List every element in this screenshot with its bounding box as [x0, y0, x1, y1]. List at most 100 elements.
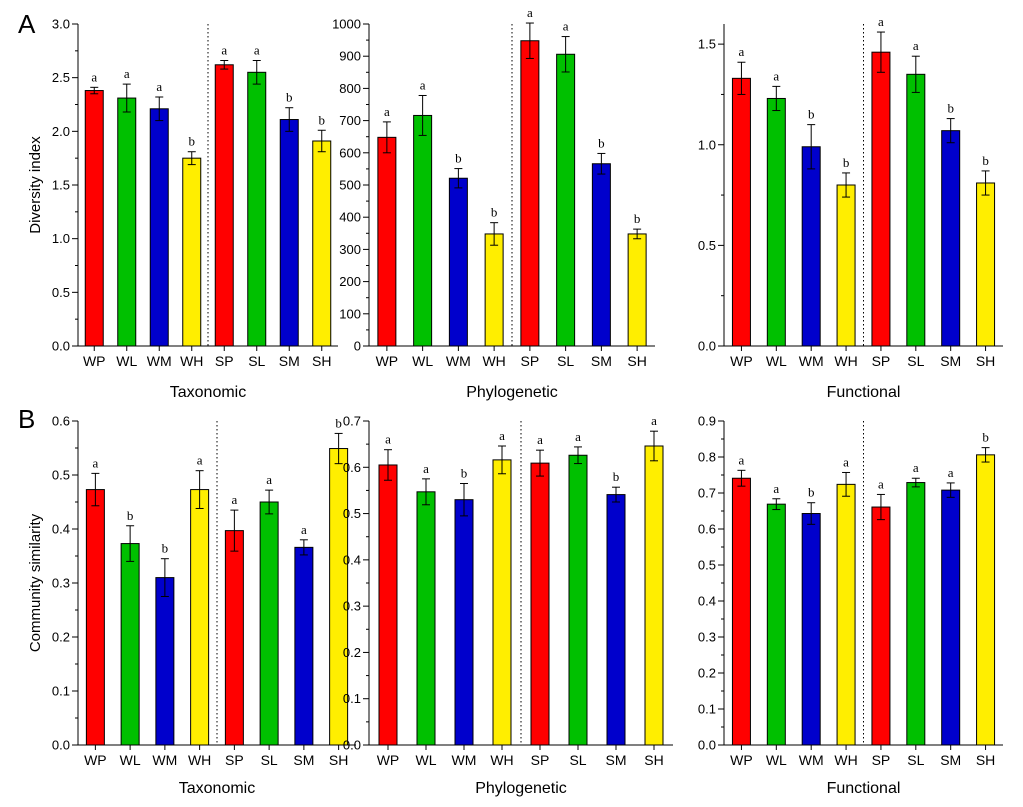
bar-wp — [731, 77, 751, 347]
significance-letter: b — [613, 469, 620, 484]
y-tick-label: 300 — [339, 242, 361, 257]
significance-letter: b — [598, 135, 605, 150]
y-tick-label: 0.4 — [698, 594, 716, 609]
category-label: SP — [215, 353, 234, 369]
y-tick-label: 0.0 — [698, 339, 716, 354]
y-tick-label: 0.0 — [52, 738, 70, 753]
y-tick-label: 0.2 — [343, 645, 361, 660]
bar-sm — [294, 546, 314, 746]
significance-letter: a — [156, 79, 162, 94]
significance-letter: a — [913, 460, 919, 475]
y-tick-label: 0.6 — [698, 522, 716, 537]
y-tick-label: 1.0 — [52, 231, 70, 246]
significance-letter: b — [947, 101, 954, 116]
significance-letter: a — [563, 19, 569, 34]
y-tick-label: 0.4 — [343, 552, 361, 567]
panel-label-b: B — [18, 404, 35, 434]
category-label: WH — [490, 752, 513, 768]
y-tick-label: 0.5 — [52, 285, 70, 300]
significance-letter: a — [527, 5, 533, 20]
significance-letter: a — [651, 413, 657, 428]
chart-title: Phylogenetic — [475, 780, 567, 797]
significance-letter: a — [739, 452, 745, 467]
bar-wm — [155, 577, 175, 746]
bar-sp — [871, 51, 891, 347]
category-label: WL — [120, 752, 141, 768]
significance-letter: a — [91, 69, 97, 84]
significance-letter: a — [124, 66, 130, 81]
category-label: SH — [644, 752, 663, 768]
category-label: SL — [557, 353, 574, 369]
y-tick-label: 0.0 — [52, 339, 70, 354]
panel-label-a: A — [18, 9, 36, 39]
y-tick-label: 0.0 — [698, 738, 716, 753]
significance-letter: a — [537, 432, 543, 447]
category-label: WM — [147, 353, 172, 369]
y-tick-label: 2.0 — [52, 124, 70, 139]
category-label: SH — [627, 353, 646, 369]
bar-sm — [941, 130, 961, 347]
bar-wm — [801, 513, 821, 746]
significance-letter: b — [455, 151, 462, 166]
bar-wl — [117, 97, 137, 347]
y-tick-label: 200 — [339, 274, 361, 289]
significance-letter: b — [335, 415, 342, 430]
category-label: SM — [293, 752, 314, 768]
category-label: WH — [834, 752, 857, 768]
bar-wh — [182, 157, 202, 347]
category-label: SM — [279, 353, 300, 369]
significance-letter: b — [982, 153, 989, 168]
significance-letter: a — [221, 42, 227, 57]
bar-wl — [766, 503, 786, 746]
category-label: WP — [376, 353, 399, 369]
y-tick-label: 3.0 — [52, 17, 70, 32]
category-label: WL — [412, 353, 433, 369]
significance-letter: a — [878, 476, 884, 491]
category-label: SM — [940, 353, 961, 369]
y-tick-label: 100 — [339, 306, 361, 321]
y-tick-label: 0.9 — [698, 414, 716, 429]
significance-letter: a — [843, 454, 849, 469]
bar-sh — [644, 445, 664, 746]
category-label: WL — [766, 752, 787, 768]
category-label: SL — [248, 353, 265, 369]
category-label: SP — [531, 752, 550, 768]
bar-wp — [731, 477, 751, 746]
bar-sp — [520, 40, 540, 347]
bar-sh — [976, 454, 996, 746]
y-tick-label: 400 — [339, 210, 361, 225]
bar-sm — [279, 119, 299, 347]
chart-2: 0 100 200 300 400 500 600 700 800 900 1000 a WP a WL b W… — [332, 5, 655, 401]
chart-4: 0.0 0.1 0.2 0.3 0.4 0.5 0.6 a WP b WL b WM a WH a SP a SL a… — [52, 414, 356, 797]
y-tick-label: 0.1 — [343, 691, 361, 706]
bar-wh — [836, 483, 856, 746]
category-label: SP — [872, 752, 891, 768]
bar-wm — [454, 499, 474, 746]
category-label: SP — [225, 752, 244, 768]
y-tick-label: 700 — [339, 113, 361, 128]
significance-letter: a — [231, 492, 237, 507]
chart-6: 0.0 0.1 0.2 0.3 0.4 0.5 0.6 0.7 0.8 0.9 a WP a WL b WM a… — [698, 414, 1003, 797]
significance-letter: a — [739, 44, 745, 59]
y-tick-label: 0.7 — [343, 414, 361, 429]
bar-sm — [591, 163, 611, 347]
y-tick-label: 0.4 — [52, 522, 70, 537]
bar-wm — [149, 108, 169, 347]
y-tick-label: 1000 — [332, 17, 361, 32]
bar-wh — [484, 233, 504, 347]
category-label: WP — [730, 752, 753, 768]
y-tick-label: 1.5 — [698, 37, 716, 52]
bar-wm — [801, 146, 821, 347]
y-tick-label: 0.6 — [52, 414, 70, 429]
category-label: WP — [377, 752, 400, 768]
y-tick-label: 1.5 — [52, 178, 70, 193]
bar-wp — [84, 90, 104, 347]
bar-sp — [871, 506, 891, 746]
category-label: SL — [569, 752, 586, 768]
y-tick-label: 0.7 — [698, 486, 716, 501]
category-label: WP — [83, 353, 106, 369]
y-tick-label: 2.5 — [52, 70, 70, 85]
significance-letter: b — [491, 205, 498, 220]
significance-letter: a — [92, 455, 98, 470]
significance-letter: a — [254, 42, 260, 57]
